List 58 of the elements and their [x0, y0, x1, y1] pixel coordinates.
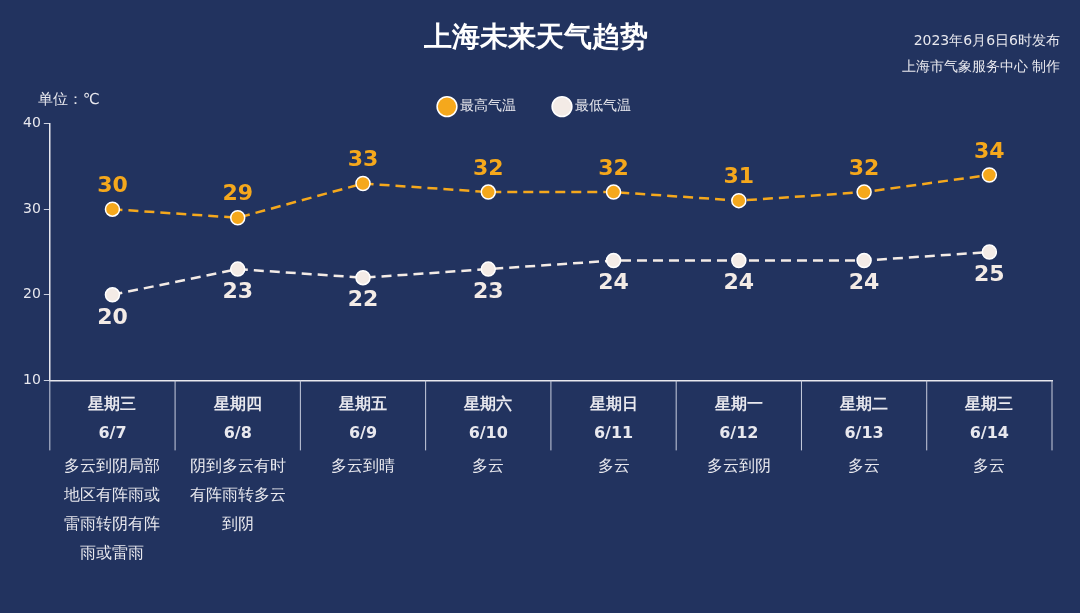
x-tick-label: 星期五 6/9 — [338, 393, 387, 442]
y-tick-label: 40 — [22, 114, 41, 131]
text: 多云 — [597, 455, 630, 475]
data-label: 23 — [222, 277, 254, 303]
point — [104, 201, 121, 217]
legend-label: 最高气温 — [460, 97, 516, 114]
point — [856, 252, 872, 269]
y-tick-label: 10 — [22, 371, 41, 388]
point — [605, 184, 622, 200]
data-label: 20 — [97, 303, 128, 329]
point — [355, 175, 371, 192]
data-label: 22 — [347, 286, 379, 312]
legend-label: 最低气温 — [575, 97, 631, 114]
data-label: 24 — [598, 269, 629, 295]
point — [856, 184, 872, 200]
point — [480, 261, 497, 277]
point — [229, 210, 246, 226]
data-label: 32 — [598, 154, 629, 180]
chart-title: 上海未来天气趋势 — [423, 20, 648, 54]
point — [229, 261, 246, 277]
text: 上海市气象服务中心 制作 — [901, 57, 1060, 74]
data-label: 33 — [347, 146, 379, 172]
point — [480, 184, 497, 200]
y-tick-label: 20 — [22, 285, 41, 302]
point — [731, 192, 747, 209]
data-label: 23 — [472, 277, 504, 303]
point — [981, 244, 998, 260]
point — [104, 287, 121, 303]
data-label: 32 — [472, 154, 504, 180]
data-label: 34 — [974, 137, 1005, 163]
y-tick-label: 30 — [22, 199, 41, 216]
x-tick-label: 星期三 6/7 — [87, 393, 137, 442]
text: 多云到阴 — [706, 455, 771, 475]
data-label: 31 — [723, 163, 755, 189]
point — [605, 252, 622, 269]
text: 多云到晴 — [331, 455, 395, 475]
data-label: 30 — [97, 171, 128, 197]
text: 多云 — [472, 455, 505, 475]
x-tick-label: 星期一 6/12 — [713, 393, 763, 442]
point — [355, 269, 371, 286]
data-label: 32 — [848, 154, 880, 180]
text: 阴到多云有时有阵雨转多云到阴 — [189, 455, 286, 533]
data-label: 24 — [723, 269, 755, 295]
text: 多云 — [973, 455, 1006, 475]
data-label: 29 — [222, 180, 254, 206]
point — [981, 167, 998, 183]
x-tick-label: 星期三 6/14 — [964, 393, 1014, 442]
text: 多云到阴局部地区有阵雨或雷雨转阴有阵雨或雷雨 — [63, 455, 161, 562]
data-label: 25 — [974, 260, 1005, 286]
text: 2023年6月6日6时发布 — [913, 31, 1060, 48]
point — [731, 252, 747, 269]
text: 多云 — [848, 455, 881, 475]
x-tick-label: 星期六 6/10 — [463, 393, 513, 442]
x-tick-label: 星期四 6/8 — [212, 393, 262, 442]
data-label: 24 — [848, 269, 880, 295]
x-tick-label: 星期二 6/13 — [839, 393, 889, 442]
y-axis-title: 单位：℃ — [38, 89, 100, 108]
x-tick-label: 星期日 6/11 — [588, 393, 638, 442]
